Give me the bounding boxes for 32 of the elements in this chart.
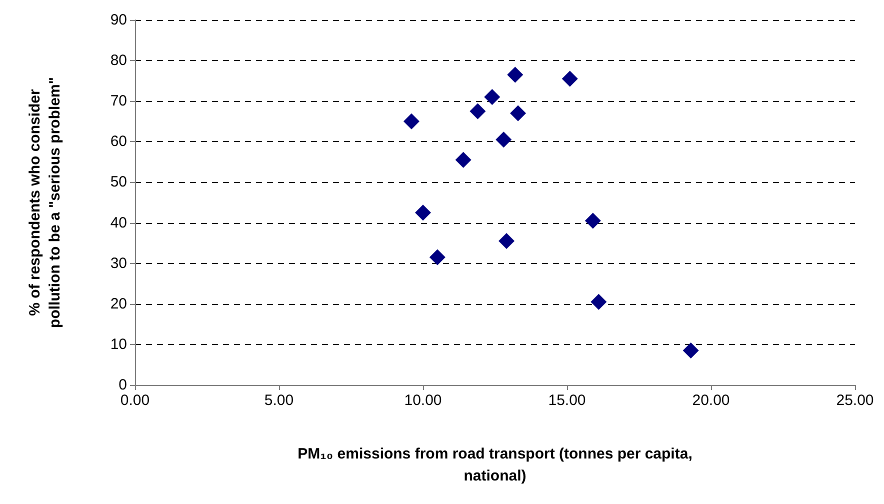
y-tick-label: 20 [110, 295, 127, 312]
x-tick-label: 0.00 [120, 392, 150, 409]
point [470, 103, 486, 120]
point [429, 249, 446, 266]
point [562, 70, 578, 87]
point [510, 105, 526, 122]
y-tick-label: 50 [110, 174, 127, 191]
x-tick-label: 20.00 [692, 392, 730, 409]
y-tick-label: 70 [110, 92, 127, 110]
point [496, 132, 512, 148]
y-tick-label: 30 [110, 254, 127, 272]
point [590, 294, 607, 310]
y-tick-label: 80 [110, 52, 127, 70]
point [403, 113, 420, 130]
point [584, 212, 601, 229]
y-tick-label: 0 [118, 376, 127, 394]
y-tick-label: 40 [110, 214, 127, 232]
point [498, 233, 515, 250]
point [455, 152, 472, 168]
point [484, 89, 500, 106]
point [507, 66, 524, 83]
x-tick-label: 5.00 [264, 392, 294, 409]
point [415, 204, 431, 221]
y-tick-label: 90 [110, 12, 127, 28]
x-tick-label: 15.00 [548, 392, 586, 409]
y-tick-label: 10 [110, 336, 127, 353]
y-tick-label: 60 [110, 133, 127, 150]
y-axis-title: % of respondents who consider pollution to be a "serious problem" [26, 77, 64, 328]
x-axis-title: PM₁₀ emissions from road transport (tonnes per capita, national) [298, 446, 692, 484]
x-tick-label: 10.00 [404, 392, 442, 409]
point [682, 342, 699, 359]
x-tick-label: 25.00 [836, 392, 874, 409]
